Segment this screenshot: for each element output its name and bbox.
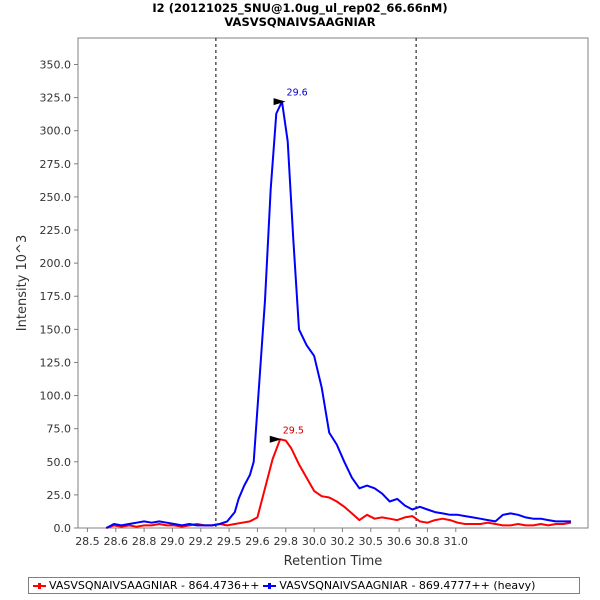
y-tick-label: 125.0	[40, 356, 72, 369]
y-axis-label: Intensity 10^3	[15, 235, 30, 331]
x-tick-label: 28.6	[104, 535, 129, 548]
x-tick-label: 29.2	[189, 535, 214, 548]
y-tick-label: 325.0	[40, 92, 72, 105]
y-tick-label: 75.0	[47, 423, 72, 436]
x-tick-label: 30.8	[415, 535, 440, 548]
legend-label-heavy: VASVSQNAIVSAAGNIAR - 869.4777++ (heavy)	[279, 579, 536, 592]
y-tick-label: 25.0	[47, 489, 72, 502]
y-tick-label: 225.0	[40, 224, 72, 237]
x-tick-label: 28.8	[132, 535, 157, 548]
y-tick-label: 100.0	[40, 390, 72, 403]
y-tick-label: 200.0	[40, 257, 72, 270]
x-tick-label: 29.6	[245, 535, 270, 548]
x-tick-label: 30.6	[387, 535, 412, 548]
chart-title-line1: I2 (20121025_SNU@1.0ug_ul_rep02_66.66nM)	[152, 1, 448, 15]
peak-marker	[269, 435, 282, 443]
x-tick-label: 29.0	[160, 535, 185, 548]
x-tick-label: 31.0	[444, 535, 469, 548]
x-axis-label: Retention Time	[284, 554, 383, 569]
series-line-light	[105, 438, 572, 529]
legend-item-heavy: VASVSQNAIVSAAGNIAR - 869.4777++ (heavy)	[263, 579, 535, 592]
y-tick-label: 300.0	[40, 125, 72, 138]
y-tick-label: 275.0	[40, 158, 72, 171]
legend: VASVSQNAIVSAAGNIAR - 864.4736++ VASVSQNA…	[28, 577, 580, 594]
y-tick-label: 250.0	[40, 191, 72, 204]
peak-label: 29.5	[283, 425, 304, 436]
y-tick-label: 350.0	[40, 58, 72, 71]
x-tick-label: 29.5	[217, 535, 242, 548]
x-tick-label: 30.5	[359, 535, 384, 548]
peak-label: 29.6	[287, 88, 308, 99]
y-tick-label: 150.0	[40, 323, 72, 336]
series-line-heavy	[105, 100, 571, 529]
y-tick-label: 50.0	[47, 456, 72, 469]
legend-swatch-red	[33, 582, 46, 589]
x-tick-label: 28.5	[75, 535, 100, 548]
legend-item-light: VASVSQNAIVSAAGNIAR - 864.4736++	[33, 579, 259, 592]
x-tick-label: 30.0	[302, 535, 327, 548]
legend-swatch-blue	[263, 582, 277, 589]
y-tick-label: 175.0	[40, 290, 72, 303]
legend-label-light: VASVSQNAIVSAAGNIAR - 864.4736++	[49, 579, 260, 592]
chart-title-line2: VASVSQNAIVSAAGNIAR	[224, 15, 376, 29]
plot-area	[77, 37, 589, 529]
peak-marker	[273, 98, 286, 106]
x-tick-label: 29.8	[274, 535, 299, 548]
y-tick-label: 0.0	[54, 522, 72, 535]
x-tick-label: 30.2	[330, 535, 355, 548]
